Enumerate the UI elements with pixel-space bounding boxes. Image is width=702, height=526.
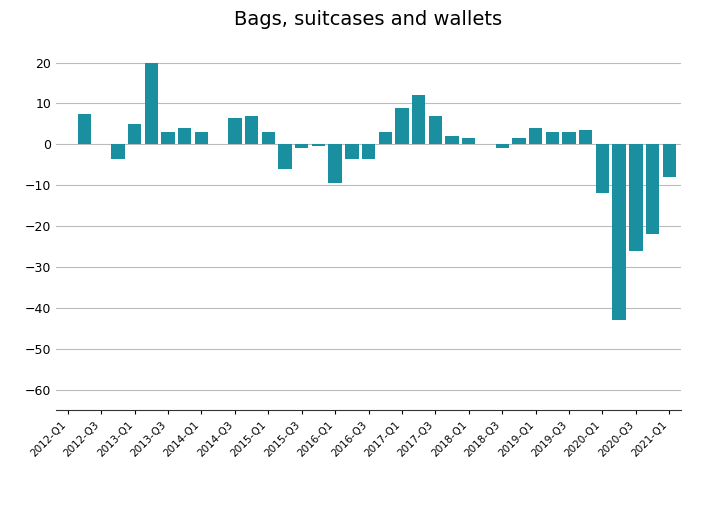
Bar [646,144,659,235]
Bar [395,107,409,144]
Bar [612,144,625,320]
Bar [362,144,376,159]
Bar [462,138,475,144]
Bar [445,136,459,144]
Bar [178,128,192,144]
Bar [128,124,141,144]
Bar [663,144,676,177]
Bar [562,132,576,144]
Bar [378,132,392,144]
Bar [596,144,609,194]
Bar [629,144,642,251]
Bar [496,144,509,148]
Bar [195,132,208,144]
Bar [412,95,425,144]
Bar [245,116,258,144]
Bar [529,128,542,144]
Bar [78,114,91,144]
Title: Bags, suitcases and wallets: Bags, suitcases and wallets [234,11,503,29]
Bar [429,116,442,144]
Bar [579,130,592,144]
Bar [345,144,359,159]
Bar [312,144,325,146]
Bar [545,132,559,144]
Bar [512,138,526,144]
Bar [278,144,292,169]
Bar [161,132,175,144]
Bar [329,144,342,183]
Bar [228,118,241,144]
Bar [145,63,158,144]
Bar [112,144,125,159]
Bar [295,144,308,148]
Bar [262,132,275,144]
